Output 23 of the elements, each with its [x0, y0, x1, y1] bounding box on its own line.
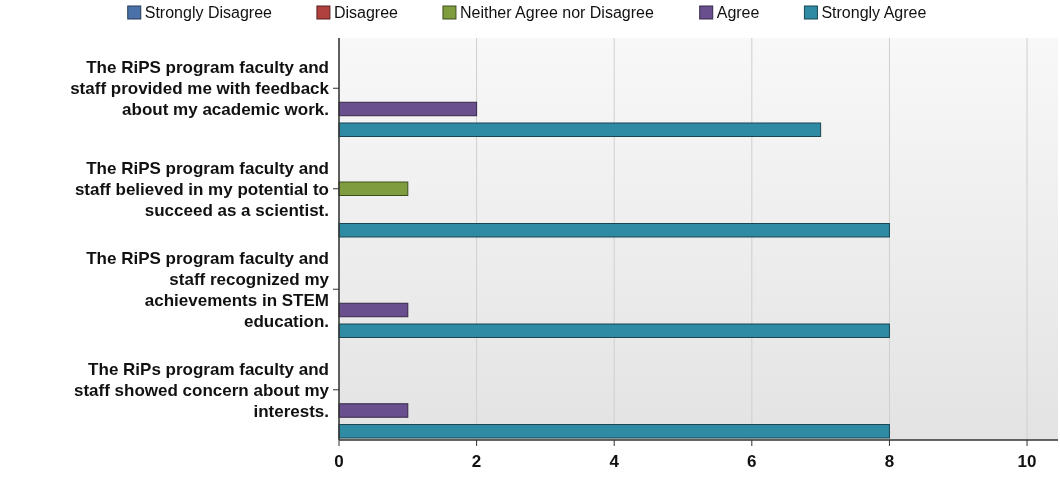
legend-label: Strongly Agree: [821, 4, 927, 21]
x-tick-label: 10: [1017, 452, 1037, 471]
x-tick-label: 6: [747, 452, 757, 471]
bar: [338, 223, 890, 238]
legend-label: Disagree: [333, 4, 399, 21]
x-tick-label: 2: [471, 452, 482, 471]
y-tick-label: The RiPS program faculty and staff recognized my achievements in STEM education.: [86, 248, 330, 331]
y-tick-label: The RiPs program faculty and staff showed concern about my interests.: [73, 359, 330, 421]
legend-label: Strongly Disagree: [144, 4, 273, 21]
bar: [338, 122, 822, 137]
bar: [338, 181, 409, 196]
legend-label: Neither Agree nor Disagree: [459, 4, 654, 21]
legend-label: Agree: [716, 4, 760, 21]
y-tick-label: The RiPS program faculty and staff provided me with feedback about my academic work.: [70, 58, 330, 120]
bar: [338, 424, 890, 439]
x-tick-label: 8: [884, 452, 895, 471]
y-tick-label: The RiPS program faculty and staff believed in my potential to succeed as a scientist.: [74, 158, 329, 220]
x-tick-label: 4: [609, 452, 620, 471]
x-tick-label: 0: [334, 452, 344, 471]
bar: [338, 323, 890, 338]
bar: [338, 302, 409, 318]
bar: [338, 101, 478, 117]
bar: [338, 403, 409, 418]
